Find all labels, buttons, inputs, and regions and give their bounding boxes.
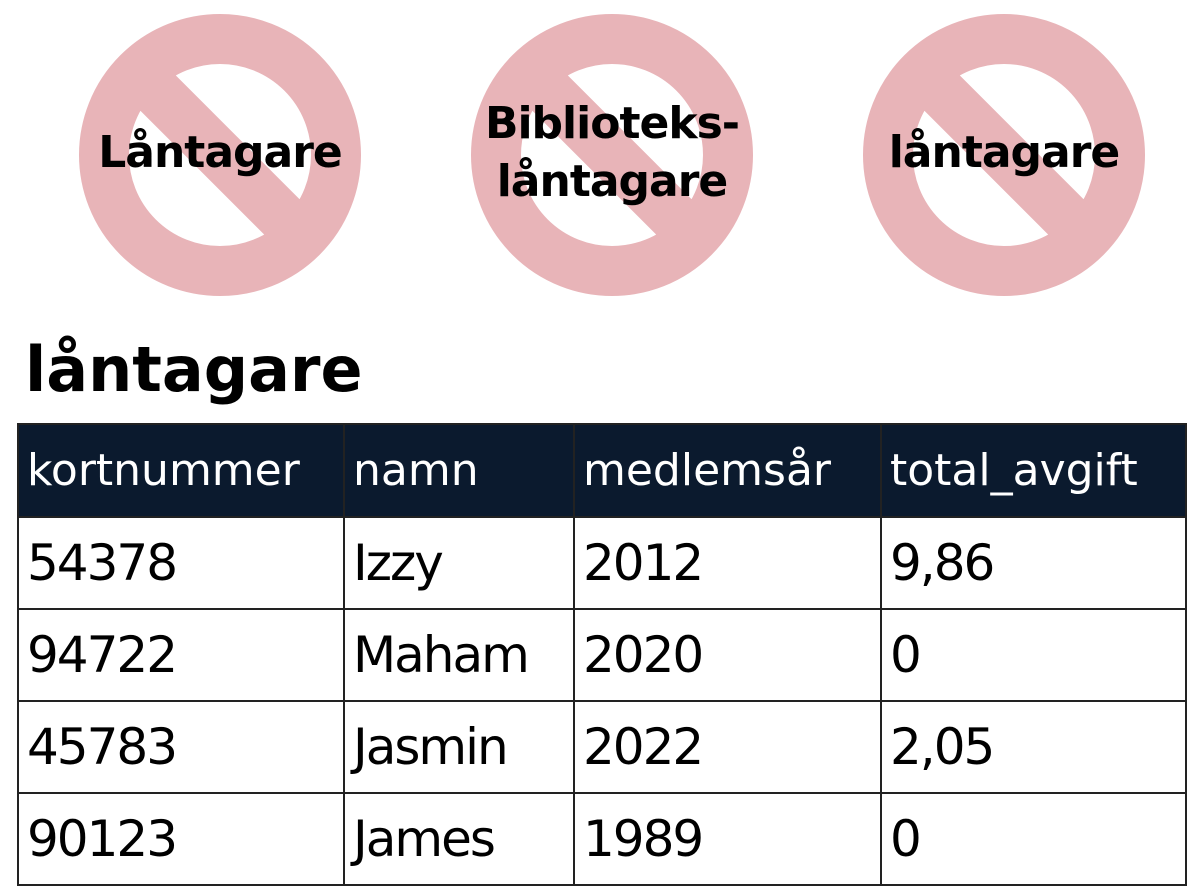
table-cell: Jasmin bbox=[343, 700, 575, 794]
table-row: 54378 Izzy 2012 9,86 bbox=[17, 516, 1187, 610]
table-cell: Maham bbox=[343, 608, 575, 702]
header-cell: kortnummer bbox=[17, 423, 345, 518]
table: kortnummer namn medlemsår total_avgift 5437… bbox=[17, 423, 1187, 886]
table-row: 90123 James 1989 0 bbox=[17, 792, 1187, 886]
table-cell: 2020 bbox=[573, 608, 882, 702]
table-cell: 2012 bbox=[573, 516, 882, 610]
table-cell: 0 bbox=[880, 792, 1187, 886]
signs: Låntagare Biblioteks-låntagare låntagare bbox=[79, 14, 1145, 296]
sign-label: låntagare bbox=[497, 156, 728, 207]
prohibition-ring bbox=[79, 14, 361, 296]
table-cell: 45783 bbox=[17, 700, 345, 794]
table-cell: 2,05 bbox=[880, 700, 1187, 794]
table-cell: 2022 bbox=[573, 700, 882, 794]
header-cell: total_avgift bbox=[880, 423, 1187, 518]
prohibition-slash bbox=[120, 55, 320, 255]
header-row: kortnummer namn medlemsår total_avgift bbox=[17, 423, 1187, 518]
sign-label: Biblioteks- bbox=[485, 98, 739, 149]
table-title: låntagare bbox=[25, 333, 363, 406]
table-cell: 54378 bbox=[17, 516, 345, 610]
table-cell: James bbox=[343, 792, 575, 886]
table-cell: 9,86 bbox=[880, 516, 1187, 610]
prohibition-slash bbox=[904, 55, 1104, 255]
table-cell: Izzy bbox=[343, 516, 575, 610]
table-body: 54378 Izzy 2012 9,86 94722 Maham 2020 0 45783 Jas… bbox=[17, 516, 1187, 886]
prohibition-slash bbox=[512, 55, 712, 255]
prohibition-ring bbox=[471, 14, 753, 296]
table-row: 94722 Maham 2020 0 bbox=[17, 608, 1187, 702]
header-cell: namn bbox=[343, 423, 575, 518]
header-cell: medlemsår bbox=[573, 423, 882, 518]
table-row: 45783 Jasmin 2022 2,05 bbox=[17, 700, 1187, 794]
table-cell: 90123 bbox=[17, 792, 345, 886]
prohibition-ring bbox=[863, 14, 1145, 296]
table-cell: 94722 bbox=[17, 608, 345, 702]
sign-label: låntagare bbox=[889, 127, 1120, 178]
table-cell: 0 bbox=[880, 608, 1187, 702]
table-cell: 1989 bbox=[573, 792, 882, 886]
sign-label: Låntagare bbox=[98, 127, 342, 178]
